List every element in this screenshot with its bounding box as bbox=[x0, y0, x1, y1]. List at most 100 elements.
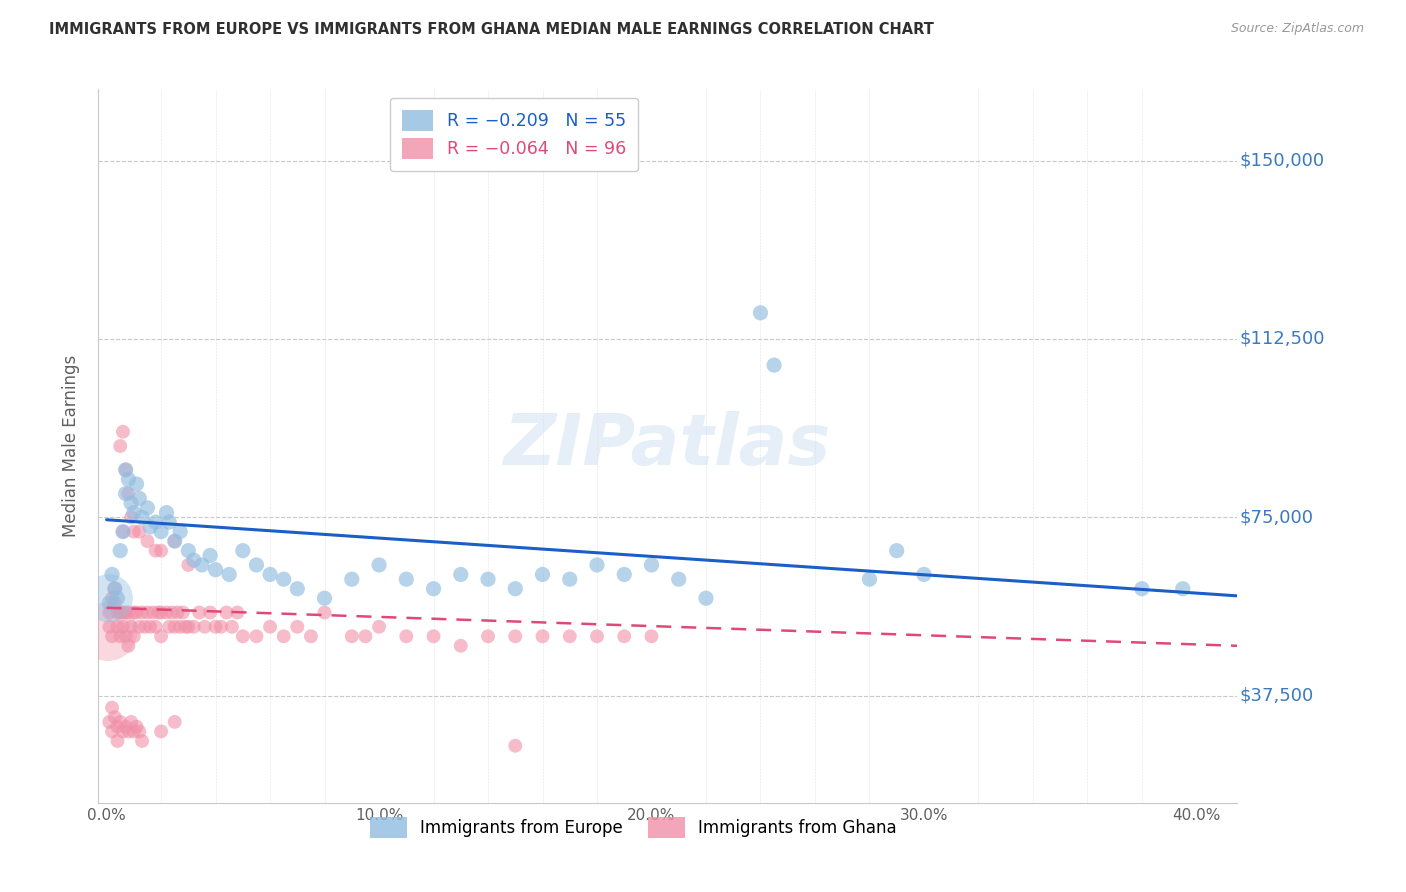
Point bbox=[122, 524, 145, 539]
Point bbox=[142, 606, 165, 620]
Point bbox=[285, 582, 308, 596]
Point bbox=[340, 629, 363, 643]
Point bbox=[695, 591, 717, 606]
Point bbox=[450, 639, 472, 653]
Point bbox=[101, 724, 124, 739]
Point bbox=[226, 606, 249, 620]
Point bbox=[613, 629, 636, 643]
Point bbox=[114, 629, 136, 643]
Point bbox=[114, 720, 136, 734]
Point bbox=[191, 558, 214, 572]
Point bbox=[145, 620, 167, 634]
Point bbox=[122, 724, 145, 739]
Point bbox=[114, 463, 136, 477]
Point bbox=[232, 543, 254, 558]
Point bbox=[163, 534, 186, 549]
Point bbox=[763, 358, 786, 372]
Point bbox=[640, 558, 662, 572]
Point bbox=[586, 629, 609, 643]
Point bbox=[160, 606, 183, 620]
Point bbox=[215, 606, 238, 620]
Point bbox=[285, 620, 308, 634]
Point bbox=[172, 606, 194, 620]
Point bbox=[148, 606, 170, 620]
Point bbox=[640, 629, 662, 643]
Point bbox=[101, 700, 124, 714]
Point bbox=[136, 500, 159, 515]
Point bbox=[340, 572, 363, 586]
Point bbox=[183, 620, 205, 634]
Point bbox=[157, 620, 180, 634]
Point bbox=[125, 720, 148, 734]
Point bbox=[198, 549, 221, 563]
Point bbox=[131, 734, 153, 748]
Point bbox=[111, 724, 134, 739]
Point bbox=[114, 606, 136, 620]
Point bbox=[117, 486, 139, 500]
Point bbox=[98, 596, 121, 610]
Point bbox=[110, 606, 132, 620]
Point bbox=[163, 714, 186, 729]
Text: ZIPatlas: ZIPatlas bbox=[505, 411, 831, 481]
Point bbox=[166, 606, 188, 620]
Point bbox=[155, 606, 177, 620]
Point bbox=[503, 582, 526, 596]
Text: $37,500: $37,500 bbox=[1240, 687, 1313, 705]
Point bbox=[150, 606, 173, 620]
Point bbox=[1130, 582, 1153, 596]
Point bbox=[136, 606, 159, 620]
Point bbox=[139, 620, 162, 634]
Point bbox=[98, 714, 121, 729]
Point bbox=[558, 629, 581, 643]
Point bbox=[1171, 582, 1194, 596]
Point bbox=[120, 620, 142, 634]
Point bbox=[128, 724, 150, 739]
Point bbox=[273, 629, 295, 643]
Point bbox=[128, 620, 150, 634]
Point bbox=[150, 524, 173, 539]
Point bbox=[314, 591, 336, 606]
Point bbox=[104, 596, 127, 610]
Point bbox=[107, 620, 129, 634]
Text: $75,000: $75,000 bbox=[1240, 508, 1313, 526]
Point bbox=[299, 629, 322, 643]
Point bbox=[259, 567, 281, 582]
Point bbox=[503, 629, 526, 643]
Point bbox=[131, 606, 153, 620]
Point bbox=[110, 629, 132, 643]
Point bbox=[101, 629, 124, 643]
Point bbox=[668, 572, 690, 586]
Point bbox=[128, 491, 150, 506]
Point bbox=[104, 582, 127, 596]
Point bbox=[204, 620, 226, 634]
Point bbox=[477, 629, 499, 643]
Point bbox=[104, 582, 127, 596]
Point bbox=[136, 534, 159, 549]
Point bbox=[912, 567, 935, 582]
Point bbox=[98, 606, 121, 620]
Point bbox=[163, 534, 186, 549]
Point bbox=[111, 425, 134, 439]
Point bbox=[150, 629, 173, 643]
Point bbox=[209, 620, 232, 634]
Point bbox=[111, 606, 134, 620]
Point bbox=[450, 567, 472, 582]
Point bbox=[422, 582, 444, 596]
Point bbox=[395, 629, 418, 643]
Point bbox=[586, 558, 609, 572]
Point bbox=[139, 520, 162, 534]
Point bbox=[111, 524, 134, 539]
Point bbox=[128, 524, 150, 539]
Point bbox=[155, 506, 177, 520]
Point bbox=[110, 714, 132, 729]
Point bbox=[194, 620, 217, 634]
Point bbox=[111, 524, 134, 539]
Point bbox=[886, 543, 908, 558]
Point bbox=[169, 524, 191, 539]
Point bbox=[98, 620, 121, 634]
Point bbox=[117, 606, 139, 620]
Point bbox=[114, 486, 136, 500]
Point bbox=[117, 639, 139, 653]
Text: IMMIGRANTS FROM EUROPE VS IMMIGRANTS FROM GHANA MEDIAN MALE EARNINGS CORRELATION: IMMIGRANTS FROM EUROPE VS IMMIGRANTS FRO… bbox=[49, 22, 934, 37]
Point bbox=[273, 572, 295, 586]
